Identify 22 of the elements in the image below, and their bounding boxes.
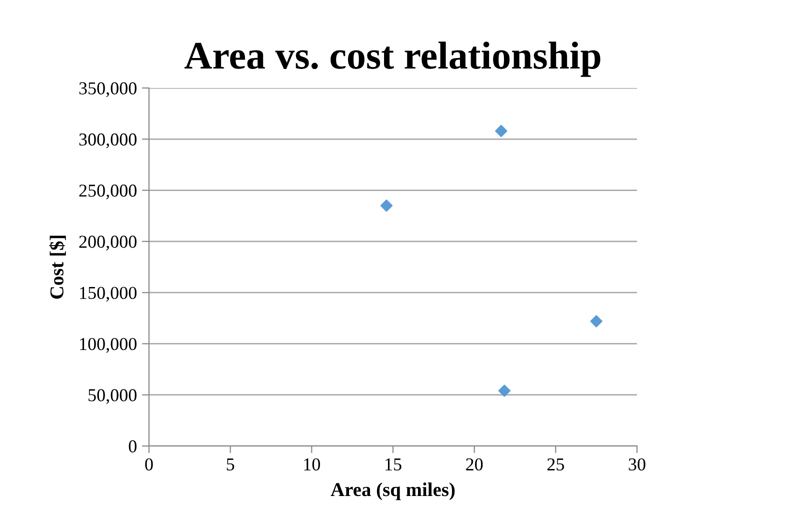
x-tick-label: 0 <box>145 458 153 471</box>
y-tick-label: 350,000 <box>79 82 137 98</box>
y-axis-title: Cost [$] <box>49 236 66 299</box>
x-tick-label: 10 <box>304 458 320 471</box>
y-tick-label: 0 <box>128 440 137 452</box>
y-tick-label: 300,000 <box>79 133 137 148</box>
point <box>495 124 508 138</box>
x-tick-label: 15 <box>386 458 402 471</box>
point <box>498 384 510 397</box>
y-tick-label: 100,000 <box>80 338 137 353</box>
x-tick-label: 30 <box>628 458 646 471</box>
y-tick-label: 200,000 <box>79 236 137 250</box>
x-tick-label: 5 <box>226 458 234 471</box>
point <box>380 200 393 212</box>
y-tick-label: 150,000 <box>80 286 137 302</box>
y-tick-label: 50,000 <box>88 389 137 404</box>
x-axis-title: Area (sq miles) <box>330 482 455 500</box>
x-tick-label: 20 <box>466 458 483 471</box>
x-tick-label: 25 <box>547 458 564 471</box>
point <box>590 315 602 328</box>
chart-title: Area vs. cost relationship <box>184 42 600 77</box>
y-tick-label: 250,000 <box>79 184 137 200</box>
